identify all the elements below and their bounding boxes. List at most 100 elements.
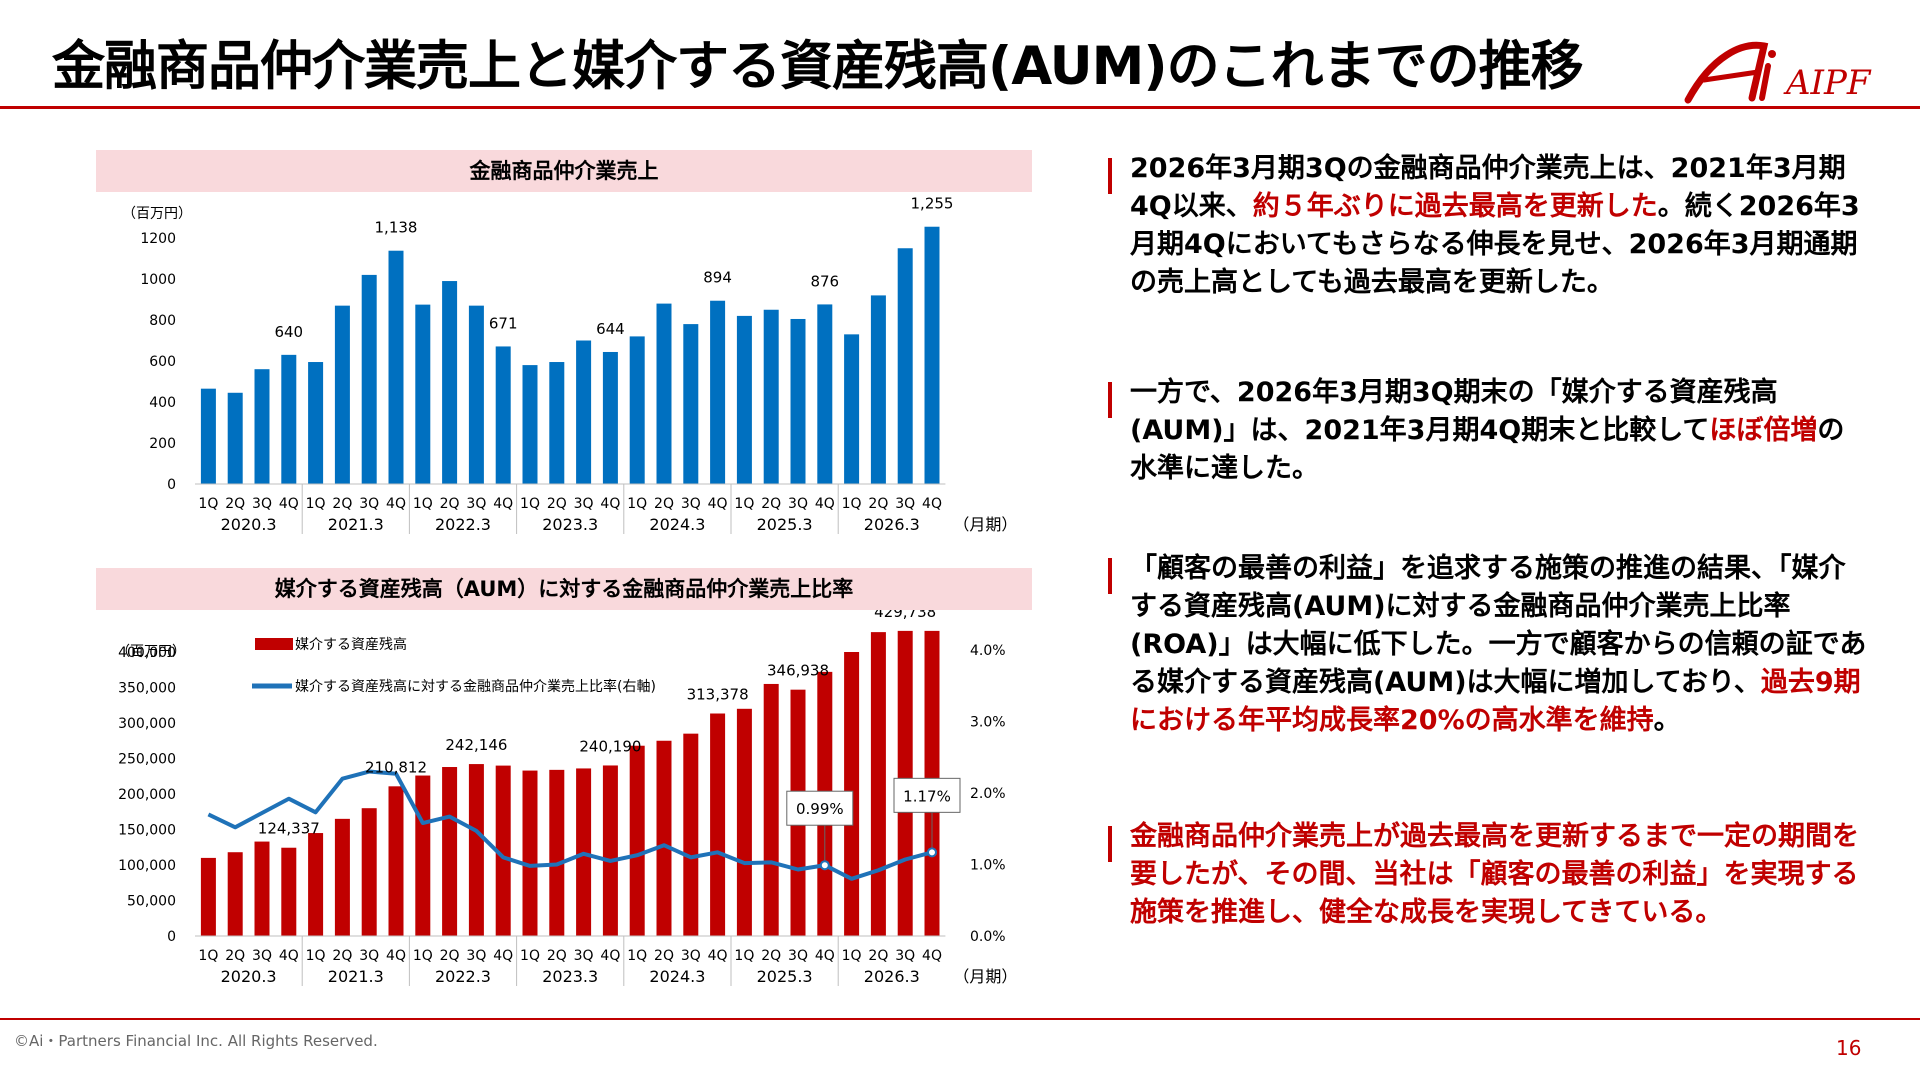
aum-bar	[495, 765, 511, 936]
quarter-tick-label: 4Q	[815, 496, 835, 512]
y-tick-label: 300,000	[118, 716, 176, 732]
y-tick-label: 150,000	[118, 823, 176, 839]
bullet-marker	[1108, 558, 1112, 594]
quarter-tick-label: 3Q	[359, 948, 379, 964]
year-group-label: 2025.3	[757, 515, 813, 534]
sales-bar	[844, 334, 860, 484]
sales-bar	[495, 346, 511, 484]
text-segment: 「顧客の最善の利益」を追求する施策の推進の結果、「媒介する資産残高(AUM)に対…	[1130, 553, 1867, 698]
aum-bar	[361, 808, 377, 936]
quarter-tick-label: 2Q	[547, 496, 567, 512]
sales-bar	[629, 336, 645, 484]
quarter-tick-label: 3Q	[466, 496, 486, 512]
legend-swatch-bar	[255, 638, 293, 650]
quarter-tick-label: 3Q	[681, 948, 701, 964]
text-block-4: 金融商品仲介業売上が過去最高を更新するまで一定の期間を要したが、その間、当社は「…	[1130, 818, 1870, 932]
text-block-2: 一方で、2026年3月期3Q期末の「媒介する資産残高(AUM)」は、2021年3…	[1130, 374, 1870, 488]
period-unit-label: （月期）	[953, 515, 1017, 534]
year-group-label: 2023.3	[542, 515, 598, 534]
quarter-tick-label: 4Q	[279, 496, 299, 512]
year-group-label: 2024.3	[649, 967, 705, 986]
sales-bar	[790, 318, 806, 484]
quarter-tick-label: 1Q	[198, 496, 218, 512]
data-label: 640	[274, 323, 303, 341]
sales-bar	[924, 226, 940, 484]
quarter-tick-label: 4Q	[708, 948, 728, 964]
bullet-marker	[1108, 158, 1112, 194]
y-tick-label: 400,000	[118, 645, 176, 661]
y-tick-label: 200,000	[118, 787, 176, 803]
callout-label: 1.17%	[903, 787, 951, 805]
quarter-tick-label: 3Q	[788, 496, 808, 512]
quarter-tick-label: 1Q	[520, 496, 540, 512]
data-label: 124,337	[258, 820, 320, 838]
quarter-tick-label: 1Q	[627, 496, 647, 512]
year-group-label: 2021.3	[328, 515, 384, 534]
quarter-tick-label: 3Q	[895, 496, 915, 512]
data-label: 876	[810, 272, 839, 290]
quarter-tick-label: 4Q	[600, 496, 620, 512]
text-segment: 金融商品仲介業売上が過去最高を更新するまで一定の期間を要したが、その間、当社は「…	[1130, 821, 1859, 928]
data-label: 894	[703, 269, 732, 287]
aum-bar	[683, 733, 699, 936]
callout-box	[893, 777, 961, 813]
page-number: 16	[1836, 1036, 1862, 1060]
quarter-tick-label: 3Q	[252, 496, 272, 512]
data-label: 346,938	[767, 662, 829, 680]
text-block-3: 「顧客の最善の利益」を追求する施策の推進の結果、「媒介する資産残高(AUM)に対…	[1130, 550, 1870, 740]
aum-bar	[710, 713, 726, 936]
text-segment: 2026年3月期3Qの金融商品仲介業売上は、2021年3月期4Q以来、	[1130, 153, 1846, 222]
text-segment: の水準に達した。	[1130, 415, 1845, 484]
chart2-title: 媒介する資産残高（AUM）に対する金融商品仲介業売上比率	[96, 568, 1032, 610]
company-logo: AIPF	[1684, 41, 1872, 104]
aum-bar	[200, 857, 216, 936]
quarter-tick-label: 2Q	[868, 496, 888, 512]
y2-tick-label: 4.0%	[970, 643, 1006, 659]
quarter-tick-label: 4Q	[922, 496, 942, 512]
quarter-tick-label: 1Q	[734, 496, 754, 512]
y-tick-label: 200	[149, 436, 176, 452]
quarter-tick-label: 1Q	[842, 948, 862, 964]
quarter-tick-label: 4Q	[493, 948, 513, 964]
sales-bar	[683, 324, 699, 484]
copyright: ©Ai・Partners Financial Inc. All Rights R…	[14, 1032, 378, 1050]
sales-bar	[254, 369, 270, 484]
footer-rule	[0, 1018, 1920, 1020]
data-label: 313,378	[687, 686, 749, 704]
quarter-tick-label: 1Q	[520, 948, 540, 964]
text-segment: 一方で、2026年3月期3Q期末の「媒介する資産残高(AUM)」は、2021年3…	[1130, 377, 1778, 446]
sales-bar-chart: （百万円） 0 200 400 600 800 1000 1200 640 1,138 671 644…	[122, 195, 1017, 534]
title-underline	[0, 106, 1920, 109]
sales-bar	[415, 304, 431, 484]
quarter-tick-label: 1Q	[627, 948, 647, 964]
period-unit-label: （月期）	[953, 967, 1017, 986]
quarter-tick-label: 2Q	[868, 948, 888, 964]
y-axis-unit: （百万円）	[116, 644, 186, 660]
sales-bar	[549, 362, 565, 484]
aum-bar	[549, 769, 565, 936]
y-tick-label: 1000	[140, 272, 176, 288]
quarter-tick-label: 2Q	[761, 496, 781, 512]
sales-bar	[281, 354, 297, 484]
legend-label: 媒介する資産残高	[295, 636, 407, 653]
sales-bar	[710, 300, 726, 484]
sales-bar	[468, 305, 484, 484]
year-group-label: 2020.3	[221, 515, 277, 534]
chart1-title: 金融商品仲介業売上	[96, 150, 1032, 192]
year-group-label: 2026.3	[864, 967, 920, 986]
sales-bar	[388, 250, 404, 484]
sales-bar	[522, 365, 538, 484]
text-segment: ほぼ倍増	[1709, 415, 1818, 446]
sales-bar	[308, 362, 324, 484]
quarter-tick-label: 1Q	[306, 948, 326, 964]
sales-bar	[442, 281, 458, 484]
aum-bar	[468, 764, 484, 936]
data-label: 1,138	[375, 219, 418, 237]
year-group-label: 2020.3	[221, 967, 277, 986]
text-segment: 過去9期における年平均成長率20%の高水準を維持	[1130, 667, 1861, 736]
sales-bar	[736, 315, 752, 484]
aum-bar	[656, 740, 672, 936]
y2-tick-label: 1.0%	[970, 858, 1006, 874]
sales-bar	[656, 303, 672, 484]
sales-bar	[227, 392, 243, 484]
